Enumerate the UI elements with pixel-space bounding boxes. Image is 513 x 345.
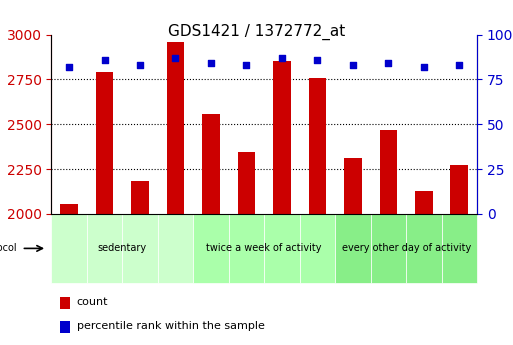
Point [313,57,322,62]
Bar [273,61,291,345]
Point [349,62,357,68]
Bar [60,297,70,309]
Text: count: count [77,297,108,307]
Bar [202,114,220,345]
Point [420,64,428,70]
FancyBboxPatch shape [193,214,229,283]
Bar [95,72,113,345]
Text: GDS1421 / 1372772_at: GDS1421 / 1372772_at [168,24,345,40]
Text: twice a week of activity: twice a week of activity [206,244,322,253]
FancyBboxPatch shape [335,214,370,283]
Text: percentile rank within the sample: percentile rank within the sample [77,321,265,331]
FancyBboxPatch shape [442,214,477,283]
Text: sedentary: sedentary [97,244,147,253]
FancyBboxPatch shape [300,214,335,283]
Bar [344,158,362,345]
Text: protocol: protocol [0,244,17,253]
FancyBboxPatch shape [370,214,406,283]
Bar [415,190,433,345]
Point [384,60,392,66]
Bar [131,181,149,345]
FancyBboxPatch shape [229,214,264,283]
Point [136,62,144,68]
Point [242,62,250,68]
Point [455,62,463,68]
FancyBboxPatch shape [122,214,158,283]
FancyBboxPatch shape [87,214,122,283]
Point [171,55,180,61]
Bar [60,204,78,345]
Bar [60,321,70,333]
Bar [308,78,326,345]
FancyBboxPatch shape [51,214,87,283]
Bar [380,130,397,345]
Point [207,60,215,66]
Bar [238,152,255,345]
FancyBboxPatch shape [158,214,193,283]
Bar [167,42,184,345]
Point [278,55,286,61]
Point [101,57,109,62]
Bar [450,166,468,345]
Point [65,64,73,70]
FancyBboxPatch shape [406,214,442,283]
FancyBboxPatch shape [264,214,300,283]
Text: every other day of activity: every other day of activity [342,244,471,253]
